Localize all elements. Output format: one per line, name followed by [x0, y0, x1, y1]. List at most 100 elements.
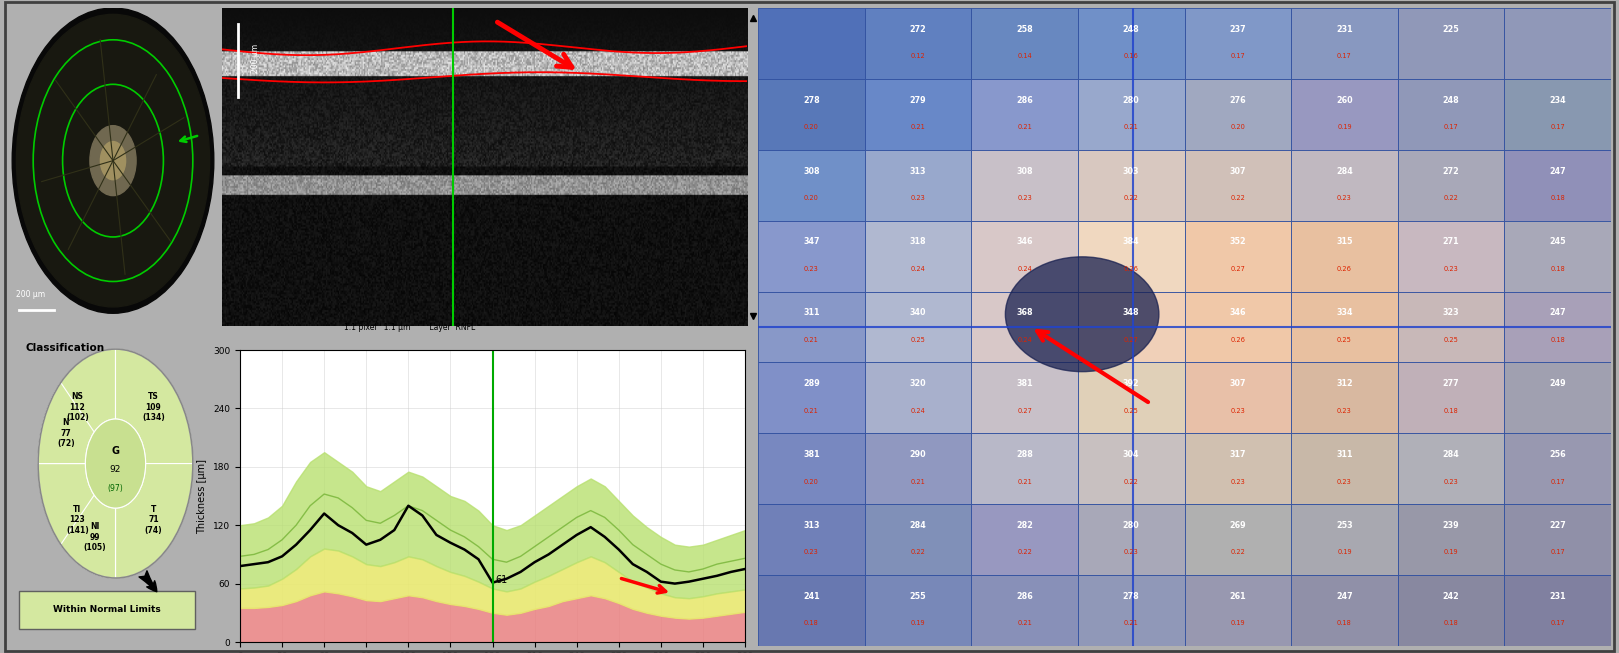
Text: 0.19: 0.19 [1444, 549, 1459, 556]
Text: 0.18: 0.18 [1551, 266, 1566, 272]
Text: 247: 247 [1549, 167, 1566, 176]
Text: 284: 284 [1443, 450, 1459, 459]
Text: 0.22: 0.22 [1230, 195, 1245, 201]
Text: 247: 247 [1549, 308, 1566, 317]
Wedge shape [39, 383, 94, 464]
Text: 340: 340 [910, 308, 926, 317]
Bar [758, 150, 865, 221]
Bar [1078, 79, 1185, 150]
Text: 0.18: 0.18 [1551, 195, 1566, 201]
Bar [1504, 8, 1611, 79]
Text: 0.16: 0.16 [1124, 53, 1138, 59]
Text: 1:1 pixel   1:1 µm        Layer  RNFL: 1:1 pixel 1:1 µm Layer RNFL [345, 323, 476, 332]
Text: 248: 248 [1124, 25, 1140, 34]
Bar [1078, 221, 1185, 291]
Text: 278: 278 [803, 95, 819, 104]
Bar [1397, 434, 1504, 504]
Text: 0.21: 0.21 [805, 337, 819, 343]
Text: 0.23: 0.23 [1230, 407, 1245, 413]
Bar [865, 79, 971, 150]
Text: 231: 231 [1336, 25, 1353, 34]
Bar [758, 291, 865, 362]
Bar [1397, 221, 1504, 291]
Text: 0.18: 0.18 [1444, 620, 1459, 626]
Text: 284: 284 [910, 521, 926, 530]
Bar [1185, 291, 1290, 362]
Bar [865, 221, 971, 291]
Text: 317: 317 [1229, 450, 1247, 459]
Text: 282: 282 [1017, 521, 1033, 530]
Circle shape [16, 14, 209, 307]
Text: 304: 304 [1124, 450, 1140, 459]
Bar [1078, 291, 1185, 362]
Text: 0.24: 0.24 [1017, 337, 1031, 343]
Text: 272: 272 [910, 25, 926, 34]
Text: 318: 318 [910, 238, 926, 246]
Text: 0.20: 0.20 [805, 479, 819, 485]
Text: 200 µm: 200 µm [16, 291, 45, 299]
Text: 0.26: 0.26 [1230, 337, 1245, 343]
Text: 0.21: 0.21 [910, 479, 926, 485]
Bar [971, 8, 1078, 79]
Text: T
71
(74): T 71 (74) [144, 505, 162, 535]
Bar [1397, 291, 1504, 362]
Text: Classification: Classification [26, 343, 104, 353]
Text: 0.24: 0.24 [910, 266, 926, 272]
Bar [1504, 150, 1611, 221]
Text: 311: 311 [803, 308, 819, 317]
Text: 0.18: 0.18 [1551, 337, 1566, 343]
Text: 269: 269 [1229, 521, 1247, 530]
Text: 0.23: 0.23 [1124, 549, 1138, 556]
Text: 280: 280 [1124, 95, 1140, 104]
Text: 241: 241 [803, 592, 819, 601]
Text: 0.17: 0.17 [1551, 620, 1566, 626]
Text: 346: 346 [1017, 238, 1033, 246]
Bar [1504, 362, 1611, 434]
Bar [1504, 504, 1611, 575]
Text: NI
99
(105): NI 99 (105) [84, 522, 107, 552]
Text: 0.23: 0.23 [910, 195, 926, 201]
Text: 0.24: 0.24 [910, 407, 926, 413]
Bar [865, 575, 971, 646]
Text: 0.23: 0.23 [805, 549, 819, 556]
Bar [1290, 150, 1397, 221]
Text: 0.17: 0.17 [1444, 124, 1459, 130]
Bar [865, 434, 971, 504]
Text: 0.24: 0.24 [1017, 266, 1031, 272]
Bar [1185, 8, 1290, 79]
Text: 255: 255 [910, 592, 926, 601]
Text: 352: 352 [1229, 238, 1247, 246]
Bar [971, 150, 1078, 221]
Bar [758, 221, 865, 291]
Text: 249: 249 [1549, 379, 1566, 389]
Text: 0.18: 0.18 [1337, 620, 1352, 626]
Text: 0.22: 0.22 [1230, 549, 1245, 556]
Text: 323: 323 [1443, 308, 1459, 317]
Bar [758, 79, 865, 150]
Bar [1397, 504, 1504, 575]
Text: 307: 307 [1229, 379, 1247, 389]
Text: 261: 261 [1229, 592, 1247, 601]
Bar [1185, 221, 1290, 291]
Text: 347: 347 [803, 238, 819, 246]
Text: 0.17: 0.17 [1551, 549, 1566, 556]
Wedge shape [39, 349, 115, 464]
Text: 0.23: 0.23 [1230, 479, 1245, 485]
Text: 284: 284 [1336, 167, 1353, 176]
Bar [1397, 150, 1504, 221]
Text: 303: 303 [1124, 167, 1140, 176]
Text: N
77
(72): N 77 (72) [57, 418, 74, 448]
Bar [1290, 575, 1397, 646]
Text: 0.22: 0.22 [910, 549, 926, 556]
Text: 0.26: 0.26 [1337, 266, 1352, 272]
Bar [1397, 575, 1504, 646]
Text: 0.23: 0.23 [1337, 407, 1352, 413]
Bar [758, 504, 865, 575]
Bar [1504, 434, 1611, 504]
Text: 0.23: 0.23 [805, 266, 819, 272]
Text: 348: 348 [1124, 308, 1140, 317]
Text: 271: 271 [1443, 238, 1459, 246]
Text: 392: 392 [1124, 379, 1140, 389]
Text: 200 µm: 200 µm [251, 44, 261, 73]
Text: 381: 381 [803, 450, 819, 459]
